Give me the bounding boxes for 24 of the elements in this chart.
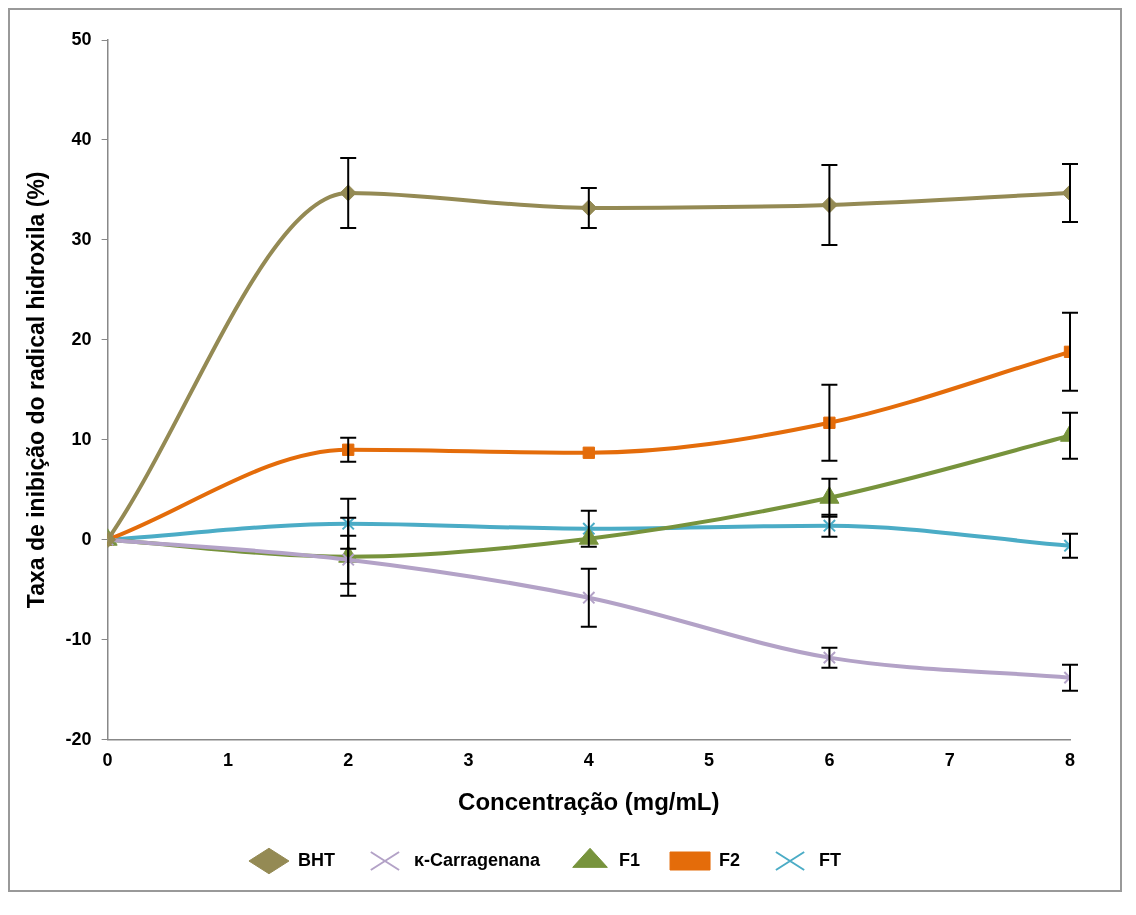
y-tick-label: 30 — [71, 228, 92, 249]
y-tick-label: 10 — [71, 428, 92, 449]
y-tick-label: -10 — [65, 628, 92, 649]
x-tick-label: 6 — [824, 750, 835, 771]
y-tick-label: 0 — [81, 528, 92, 549]
legend-label: BHT — [297, 849, 335, 870]
x-tick-label: 2 — [343, 750, 354, 771]
x-tick-label: 0 — [102, 750, 113, 771]
x-tick-label: 1 — [222, 750, 233, 771]
x-tick-label: 4 — [583, 750, 594, 771]
y-tick-label: 50 — [71, 28, 92, 49]
y-tick-label: -20 — [65, 728, 92, 749]
x-tick-label: 5 — [704, 750, 715, 771]
legend-label: F2 — [719, 849, 741, 870]
legend-label: κ-Carragenana — [413, 849, 542, 870]
y-axis-title: Taxa de inibição do radical hidroxila (%) — [23, 171, 50, 609]
legend-label: F1 — [619, 849, 641, 870]
x-tick-label: 8 — [1064, 750, 1076, 771]
legend-label: FT — [819, 849, 842, 870]
x-axis-title: Concentração (mg/mL) — [458, 788, 720, 816]
x-tick-label: 7 — [944, 750, 955, 771]
y-tick-label: 20 — [71, 328, 92, 349]
y-tick-label: 40 — [71, 128, 92, 149]
x-tick-label: 3 — [463, 750, 474, 771]
